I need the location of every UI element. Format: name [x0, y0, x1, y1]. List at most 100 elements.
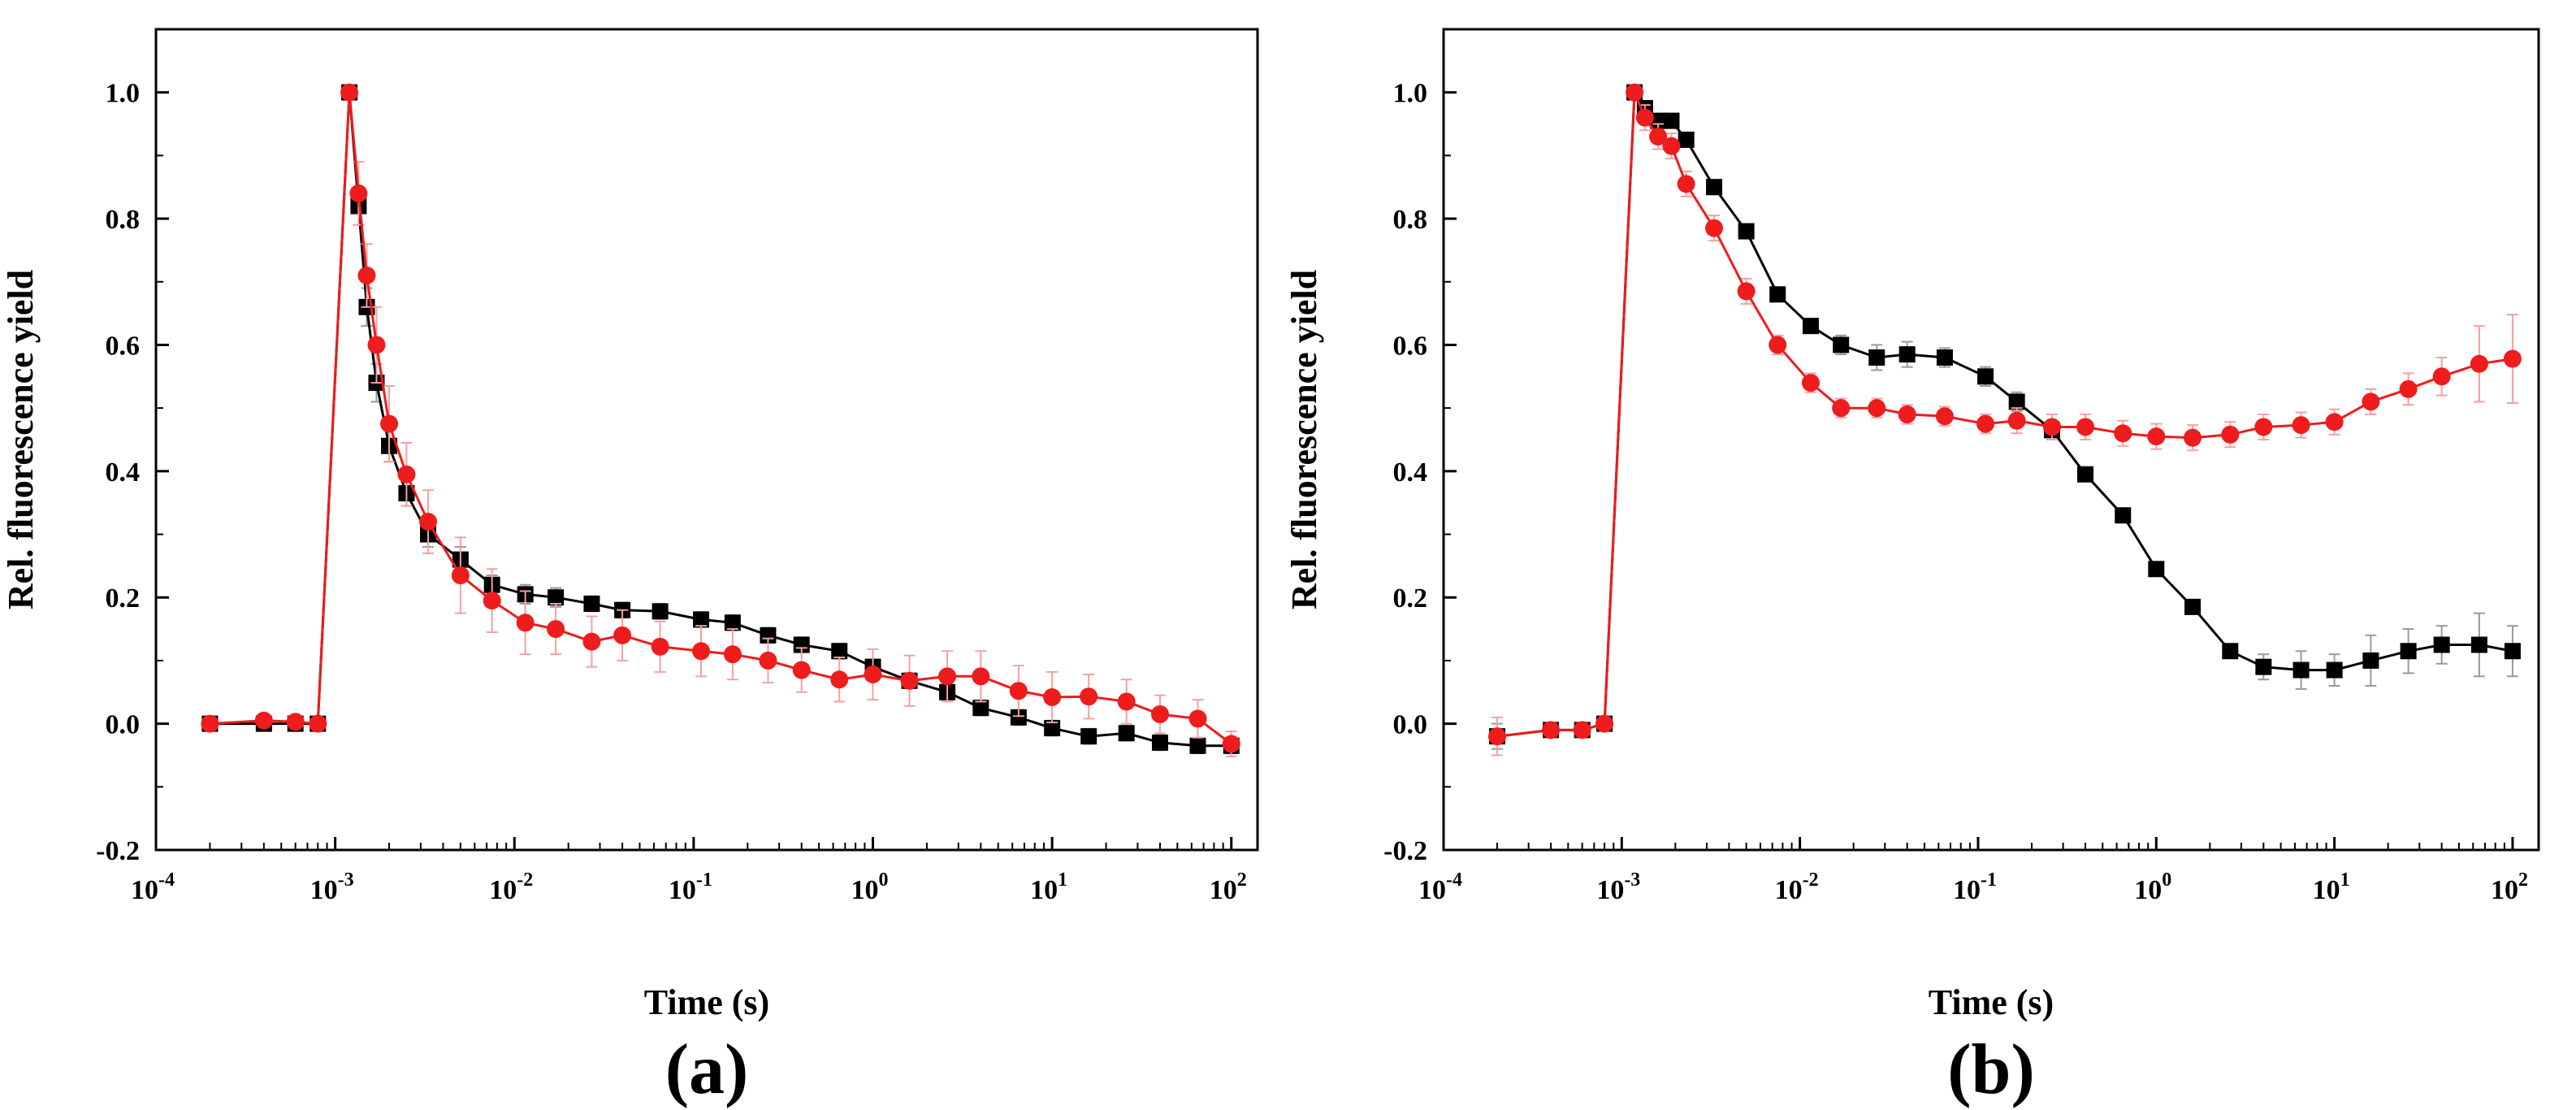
- x-tick-label: 10-2: [489, 869, 533, 905]
- x-tick-exponent: 1: [2340, 869, 2350, 891]
- data-point-circle: [2432, 367, 2451, 386]
- x-tick-label: 101: [1030, 869, 1067, 905]
- data-point-square: [1118, 725, 1135, 742]
- data-point-circle: [2470, 354, 2488, 373]
- data-point-square: [1977, 368, 1994, 385]
- data-point-circle: [340, 83, 359, 102]
- data-point-circle: [483, 592, 501, 610]
- x-tick-label: 10-1: [1953, 869, 1997, 905]
- data-point-square: [1898, 346, 1916, 363]
- data-point-square: [1044, 720, 1061, 737]
- y-tick-label: -0.2: [1383, 836, 1427, 866]
- x-tick-label: 10-4: [131, 869, 175, 905]
- data-point-circle: [1150, 705, 1169, 723]
- data-point-circle: [759, 651, 777, 670]
- series-red-circles: [1488, 83, 2522, 757]
- plot-frame: [1442, 28, 2540, 852]
- data-point-circle: [254, 711, 273, 730]
- data-point-square: [1151, 734, 1168, 751]
- x-tick-base: 10: [1775, 875, 1803, 905]
- data-point-square: [760, 627, 777, 644]
- x-tick-base: 10: [1210, 875, 1237, 905]
- x-tick-label: 101: [2313, 869, 2350, 905]
- series-black-squares: [1489, 84, 2521, 750]
- data-point-circle: [1649, 128, 1668, 146]
- x-tick-base: 10: [2491, 875, 2518, 905]
- y-tick-label: 0.4: [106, 457, 141, 488]
- data-point-circle: [1080, 687, 1098, 706]
- data-point-square: [1080, 728, 1098, 745]
- data-point-circle: [1222, 735, 1240, 753]
- data-point-circle: [309, 714, 327, 733]
- data-point-circle: [451, 566, 470, 585]
- y-axis-title: Rel. fluorescence yield: [1, 270, 41, 609]
- data-point-circle: [1009, 682, 1028, 700]
- x-axis-title: Time (s): [1929, 982, 2054, 1022]
- data-point-square: [724, 614, 741, 631]
- data-point-circle: [2007, 411, 2026, 430]
- data-point-circle: [2362, 392, 2380, 411]
- data-point-square: [1833, 336, 1850, 353]
- data-point-circle: [367, 336, 386, 354]
- data-point-square: [1650, 112, 1667, 129]
- x-tick-label: 10-3: [310, 869, 354, 905]
- y-tick-label: -0.2: [96, 836, 140, 866]
- data-point-circle: [1898, 405, 1916, 423]
- data-point-circle: [2184, 428, 2202, 447]
- x-tick-exponent: -4: [1446, 869, 1462, 891]
- data-point-square: [2400, 643, 2417, 660]
- data-point-square: [2008, 393, 2025, 410]
- data-point-circle: [830, 670, 849, 689]
- x-tick-base: 10: [2134, 875, 2162, 905]
- data-point-circle: [1573, 721, 1591, 739]
- data-point-square: [583, 596, 600, 612]
- x-tick-base: 10: [1596, 875, 1624, 905]
- data-point-square: [2148, 561, 2165, 578]
- x-tick-base: 10: [1030, 875, 1058, 905]
- data-point-square: [2433, 636, 2450, 653]
- data-point-square: [2115, 507, 2132, 524]
- data-point-square: [2326, 661, 2343, 679]
- data-point-circle: [380, 414, 399, 433]
- data-point-square: [2184, 598, 2202, 615]
- data-point-square: [1663, 112, 1680, 129]
- x-tick-exponent: -4: [158, 869, 175, 891]
- data-point-circle: [1832, 399, 1851, 418]
- x-tick-label: 10-4: [1418, 869, 1462, 905]
- data-point-square: [1802, 318, 1819, 335]
- series-line: [1496, 92, 2513, 738]
- x-tick-exponent: -1: [1981, 869, 1997, 891]
- x-tick-base: 10: [1953, 875, 1981, 905]
- panel-label: (a): [665, 1030, 749, 1109]
- plot-frame: [154, 28, 1259, 852]
- x-tick-label: 102: [2491, 869, 2528, 905]
- chart-panel-b: -0.20.00.20.40.60.81.010-4 10-3 10-2 10-1 10…: [1284, 28, 2540, 1109]
- data-point-circle: [1868, 399, 1886, 418]
- data-point-circle: [397, 465, 416, 483]
- series-line: [1496, 89, 2513, 738]
- data-point-circle: [201, 714, 219, 733]
- series-line: [210, 92, 1232, 745]
- panel-label: (b): [1947, 1030, 2035, 1109]
- y-tick-label: 0.2: [1393, 583, 1428, 614]
- x-tick-exponent: 1: [1058, 869, 1067, 891]
- data-point-circle: [1769, 336, 1787, 354]
- data-point-circle: [613, 626, 632, 644]
- x-tick-exponent: -1: [696, 869, 712, 891]
- data-point-circle: [1595, 714, 1614, 733]
- data-point-circle: [357, 267, 376, 284]
- data-point-circle: [1626, 83, 1644, 102]
- data-point-circle: [1488, 727, 1507, 746]
- data-point-square: [548, 589, 565, 606]
- y-tick-label: 0.6: [1393, 331, 1428, 361]
- data-point-circle: [2076, 418, 2095, 436]
- chart-panel-a: -0.20.00.20.40.60.81.010-4 10-3 10-2 10-1 10…: [1, 28, 1259, 1109]
- data-point-square: [2255, 658, 2272, 675]
- y-tick-label: 0.6: [106, 331, 141, 361]
- data-point-circle: [2147, 427, 2166, 446]
- data-point-circle: [2114, 424, 2132, 443]
- data-point-square: [1868, 349, 1885, 366]
- y-axis-title: Rel. fluorescence yield: [1284, 270, 1324, 609]
- data-point-circle: [2292, 416, 2310, 435]
